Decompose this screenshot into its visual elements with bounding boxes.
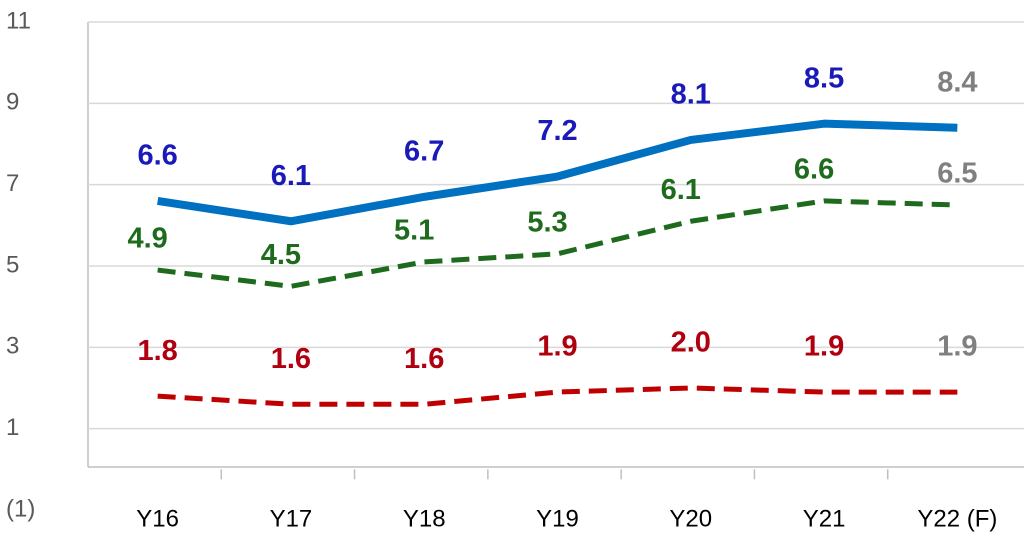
data-label: 1.6 [404,343,444,375]
y-tick-label: 1 [6,414,19,441]
data-label: 6.1 [661,174,701,206]
data-label: 1.8 [137,335,177,367]
data-label: 6.6 [794,154,834,186]
x-tick-label: Y18 [403,505,446,532]
data-label: 4.5 [261,239,301,271]
line-series [157,198,958,289]
x-tick-label: Y21 [803,505,846,532]
data-label: 6.5 [937,158,977,190]
data-label: 6.7 [404,136,444,168]
data-label: 5.1 [394,215,434,247]
line-series [157,385,958,407]
data-label: 6.1 [271,160,311,192]
data-label: 1.9 [537,331,577,363]
data-label: 6.6 [137,140,177,172]
x-tick-label: Y17 [270,505,313,532]
data-label: 1.6 [271,343,311,375]
data-label: 4.9 [127,223,167,255]
y-tick-label: 11 [6,7,31,34]
y-tick-label: 5 [6,251,19,278]
data-label: 7.2 [537,115,577,147]
x-tick-label: Y22 (F) [917,505,997,532]
y-tick-label: 7 [6,170,19,197]
x-tick-label: Y19 [536,505,579,532]
x-tick-label: Y16 [136,505,179,532]
data-label: 5.3 [527,206,567,238]
y-tick-label: (1) [6,495,35,522]
data-label: 1.9 [937,331,977,363]
line-series [157,119,958,226]
x-tick-label: Y20 [669,505,712,532]
data-label: 8.1 [671,79,711,111]
data-label: 1.9 [804,331,844,363]
data-label: 2.0 [671,327,711,359]
y-tick-label: 3 [6,333,19,360]
y-tick-label: 9 [6,89,19,116]
data-label: 8.4 [937,66,977,98]
data-label: 8.5 [804,62,844,94]
